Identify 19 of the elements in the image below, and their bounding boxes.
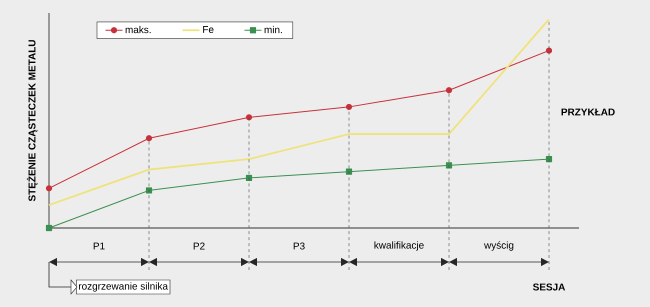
legend-label: maks.: [126, 26, 151, 34]
point: [146, 135, 152, 142]
point: [46, 185, 52, 192]
point: [446, 87, 452, 94]
text: P2: [194, 242, 205, 250]
text: P3: [294, 242, 305, 250]
text: P1: [94, 242, 105, 250]
point: [246, 114, 252, 120]
text: rozgrzewanie silnika: [78, 282, 168, 292]
text: wyścig: [484, 241, 514, 251]
legend-label: Fe: [203, 26, 214, 34]
y-axis-title: STĘŻENIE CZĄSTECZEK METALU: [26, 40, 38, 202]
text: SESJA: [532, 283, 566, 291]
point: [346, 104, 352, 110]
point: [546, 47, 552, 54]
text: kwalifikacje: [374, 241, 424, 251]
point: [46, 224, 52, 232]
annotation: PRZYKŁAD: [562, 108, 615, 116]
legend-label: min.: [264, 26, 282, 34]
